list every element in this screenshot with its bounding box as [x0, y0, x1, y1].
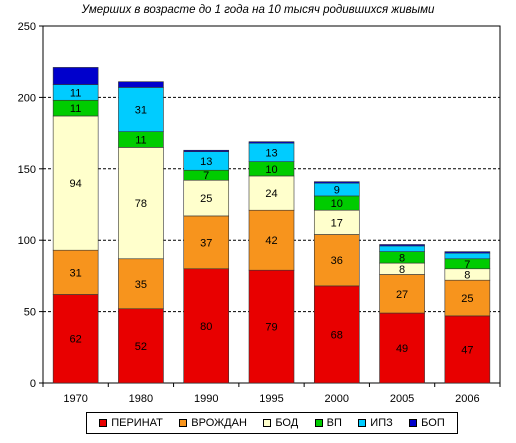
- bar-segment-БОП: [313, 181, 360, 184]
- data-label: 11: [135, 135, 146, 147]
- bar-segment-ВРОЖДАН: [379, 274, 425, 314]
- legend-item: ВРОЖДАН: [179, 417, 247, 429]
- legend: ПЕРИНАТ ВРОЖДАН БОД ВП ИПЗ БОП: [86, 412, 458, 434]
- x-tick-label: 2000: [325, 393, 349, 405]
- legend-label: БОП: [421, 417, 445, 429]
- legend-item: ВП: [314, 417, 342, 429]
- y-tick-label: 0: [30, 378, 36, 390]
- data-label: 31: [135, 105, 147, 117]
- data-label: 13: [200, 156, 212, 168]
- bar-segment-ИПЗ: [118, 87, 164, 132]
- data-label: 52: [135, 341, 147, 353]
- bar-segment-БОП: [183, 149, 230, 152]
- bar-segment-БОП: [118, 81, 164, 88]
- bar-segment-ВРОЖДАН: [444, 279, 491, 317]
- data-label: 62: [70, 334, 82, 346]
- data-label: 78: [135, 198, 147, 210]
- legend-label: ВП: [326, 417, 342, 429]
- data-label: 36: [331, 255, 343, 267]
- x-tick-label: 1970: [63, 393, 87, 405]
- data-label: 11: [70, 87, 81, 99]
- bar-segment-ВРОЖДАН: [118, 258, 164, 310]
- data-label: 13: [265, 147, 277, 159]
- legend-label: ВРОЖДАН: [191, 417, 247, 429]
- legend-item: ПЕРИНАТ: [99, 417, 163, 429]
- data-label: 24: [265, 188, 277, 200]
- legend-swatch: [409, 419, 418, 427]
- legend-label: ИПЗ: [370, 417, 393, 429]
- data-label: 31: [70, 267, 82, 279]
- data-label: 80: [200, 321, 212, 333]
- legend-item: БОП: [409, 417, 445, 429]
- bar-segment-ПЕРИНАТ: [183, 268, 230, 384]
- bar-segment-ПЕРИНАТ: [118, 308, 164, 384]
- data-label: 79: [265, 322, 277, 334]
- bar-segment-ИПЗ: [379, 245, 425, 252]
- data-label: 9: [334, 185, 340, 197]
- y-tick-label: 100: [18, 235, 36, 247]
- bar-segment-БОП: [52, 67, 99, 85]
- bar-segment-БОД: [313, 209, 360, 235]
- x-tick-label: 2005: [390, 393, 414, 405]
- y-tick-label: 200: [18, 92, 36, 104]
- x-tick-label: 1990: [194, 393, 218, 405]
- bar-segment-БОД: [183, 179, 230, 217]
- legend-swatch: [263, 419, 272, 427]
- data-label: 37: [200, 237, 212, 249]
- data-label: 7: [203, 170, 209, 182]
- data-label: 11: [70, 103, 81, 115]
- y-tick-label: 150: [18, 164, 36, 176]
- bar-segment-БОП: [379, 244, 425, 247]
- data-label: 42: [265, 235, 277, 247]
- legend-item: ИПЗ: [358, 417, 393, 429]
- legend-label: ПЕРИНАТ: [111, 417, 163, 429]
- chart-title: Умерших в возрасте до 1 года на 10 тысяч…: [81, 4, 435, 16]
- bar-segment-БОП: [248, 141, 295, 144]
- bar-segment-БОП: [444, 251, 491, 254]
- y-tick-label: 250: [18, 21, 36, 33]
- legend-label: БОД: [275, 417, 299, 429]
- x-tick-label: 1995: [259, 393, 283, 405]
- legend-swatch: [99, 419, 108, 427]
- data-label: 7: [464, 259, 470, 271]
- data-label: 68: [331, 329, 343, 341]
- data-label: 8: [464, 269, 470, 281]
- data-label: 35: [135, 279, 147, 291]
- y-tick-label: 50: [24, 307, 36, 319]
- bar-segment-ВРОЖДАН: [313, 234, 360, 287]
- legend-swatch: [179, 419, 188, 427]
- bar-segment-ПЕРИНАТ: [248, 269, 295, 384]
- data-label: 49: [396, 343, 408, 355]
- bar-segment-ИПЗ: [444, 252, 491, 260]
- data-label: 94: [70, 178, 82, 190]
- data-label: 10: [265, 164, 277, 176]
- bar-segment-БОД: [118, 147, 164, 260]
- bar-segment-БОД: [52, 115, 99, 251]
- data-label: 27: [396, 289, 408, 301]
- data-label: 17: [331, 217, 343, 229]
- legend-item: БОД: [263, 417, 298, 429]
- bar-segment-ПЕРИНАТ: [379, 312, 425, 384]
- data-label: 10: [331, 198, 343, 210]
- data-label: 8: [399, 264, 405, 276]
- x-tick-label: 1980: [129, 393, 153, 405]
- data-label: 47: [461, 344, 473, 356]
- bar-segment-БОД: [248, 175, 295, 211]
- bar-segment-ВРОЖДАН: [248, 209, 295, 271]
- bar-segment-ПЕРИНАТ: [52, 294, 99, 384]
- legend-swatch: [358, 419, 367, 427]
- bar-segment-ПЕРИНАТ: [313, 285, 360, 384]
- data-label: 25: [200, 193, 212, 205]
- x-tick-label: 2006: [455, 393, 479, 405]
- data-label: 8: [399, 252, 405, 264]
- data-label: 25: [461, 293, 473, 305]
- legend-swatch: [314, 419, 323, 427]
